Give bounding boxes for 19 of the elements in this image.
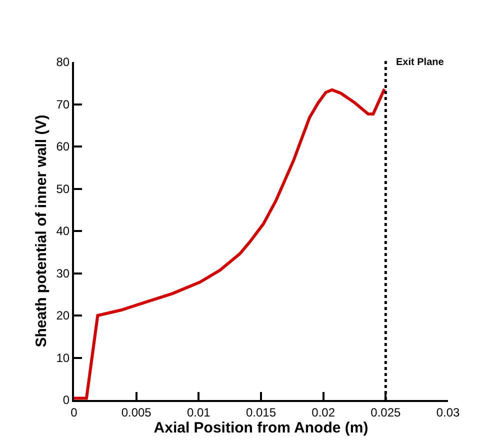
y-tick-label: 40 (56, 224, 70, 238)
x-tick-label: 0.015 (246, 405, 276, 420)
y-tick-label: 10 (56, 350, 70, 365)
y-tick-label: 20 (56, 308, 70, 323)
line-series (74, 88, 386, 400)
x-axis-title: Axial Position from Anode (m) (154, 419, 368, 436)
x-tick-label: 0.025 (370, 405, 402, 420)
x-tick-label: 0.02 (312, 405, 336, 420)
ref-line-label: Exit Plane (396, 57, 444, 68)
y-axis-title: Sheath potential of inner wall (V) (32, 114, 50, 348)
y-tick-label: 70 (56, 97, 70, 112)
y-tick-label: 30 (56, 266, 70, 280)
y-tick-label: 0 (62, 393, 70, 408)
x-tick-label: 0.01 (186, 405, 211, 420)
x-tick-label: 0.005 (121, 405, 152, 420)
y-tick-label: 50 (56, 182, 70, 196)
x-tick-label: 0.03 (436, 405, 460, 420)
y-tick-label: 80 (56, 55, 70, 70)
y-tick-label: 60 (56, 140, 70, 154)
